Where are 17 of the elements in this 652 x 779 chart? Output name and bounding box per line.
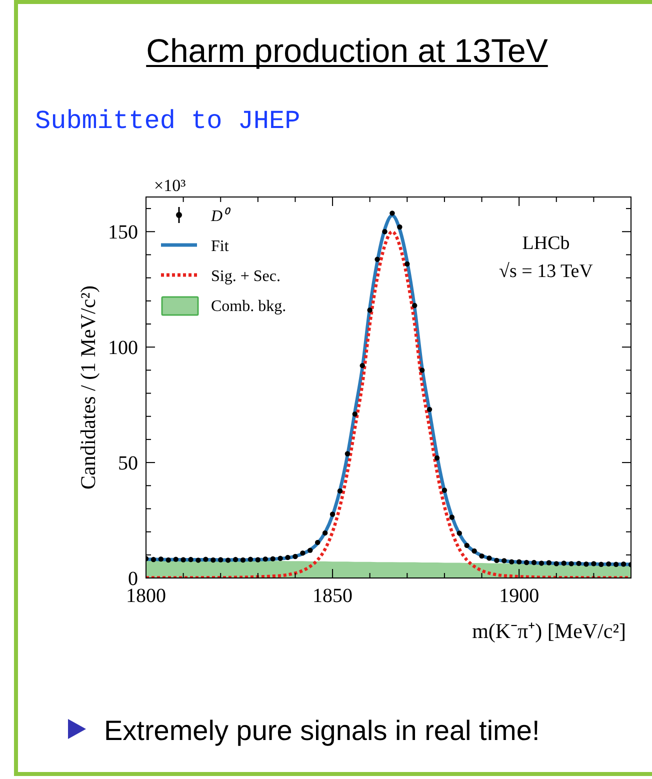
annotation: LHCb (522, 233, 570, 254)
y-tick-label: 150 (108, 222, 138, 244)
chart-subtitle: Submitted to JHEP (35, 106, 300, 136)
y-axis-title: Candidates / (1 MeV/c²) (76, 286, 100, 490)
legend-label: Fit (211, 238, 230, 255)
y-tick-label: 100 (108, 337, 138, 360)
x-tick-label: 1850 (312, 585, 353, 607)
text: ×10³ (154, 176, 186, 195)
annotation: √s = 13 TeV (499, 261, 594, 282)
legend-label: D⁰ (210, 207, 232, 225)
chart-title: Charm production at 13TeV (146, 32, 548, 69)
legend-label: Sig. + Sec. (211, 268, 280, 285)
y-tick-label: 50 (118, 452, 138, 475)
legend-label: Comb. bkg. (211, 298, 286, 315)
text: Extremely pure signals in real time! (104, 715, 540, 746)
x-tick-label: 1900 (499, 585, 540, 607)
x-axis-title: m(K⁻π⁺) [MeV/c²] (472, 619, 626, 643)
